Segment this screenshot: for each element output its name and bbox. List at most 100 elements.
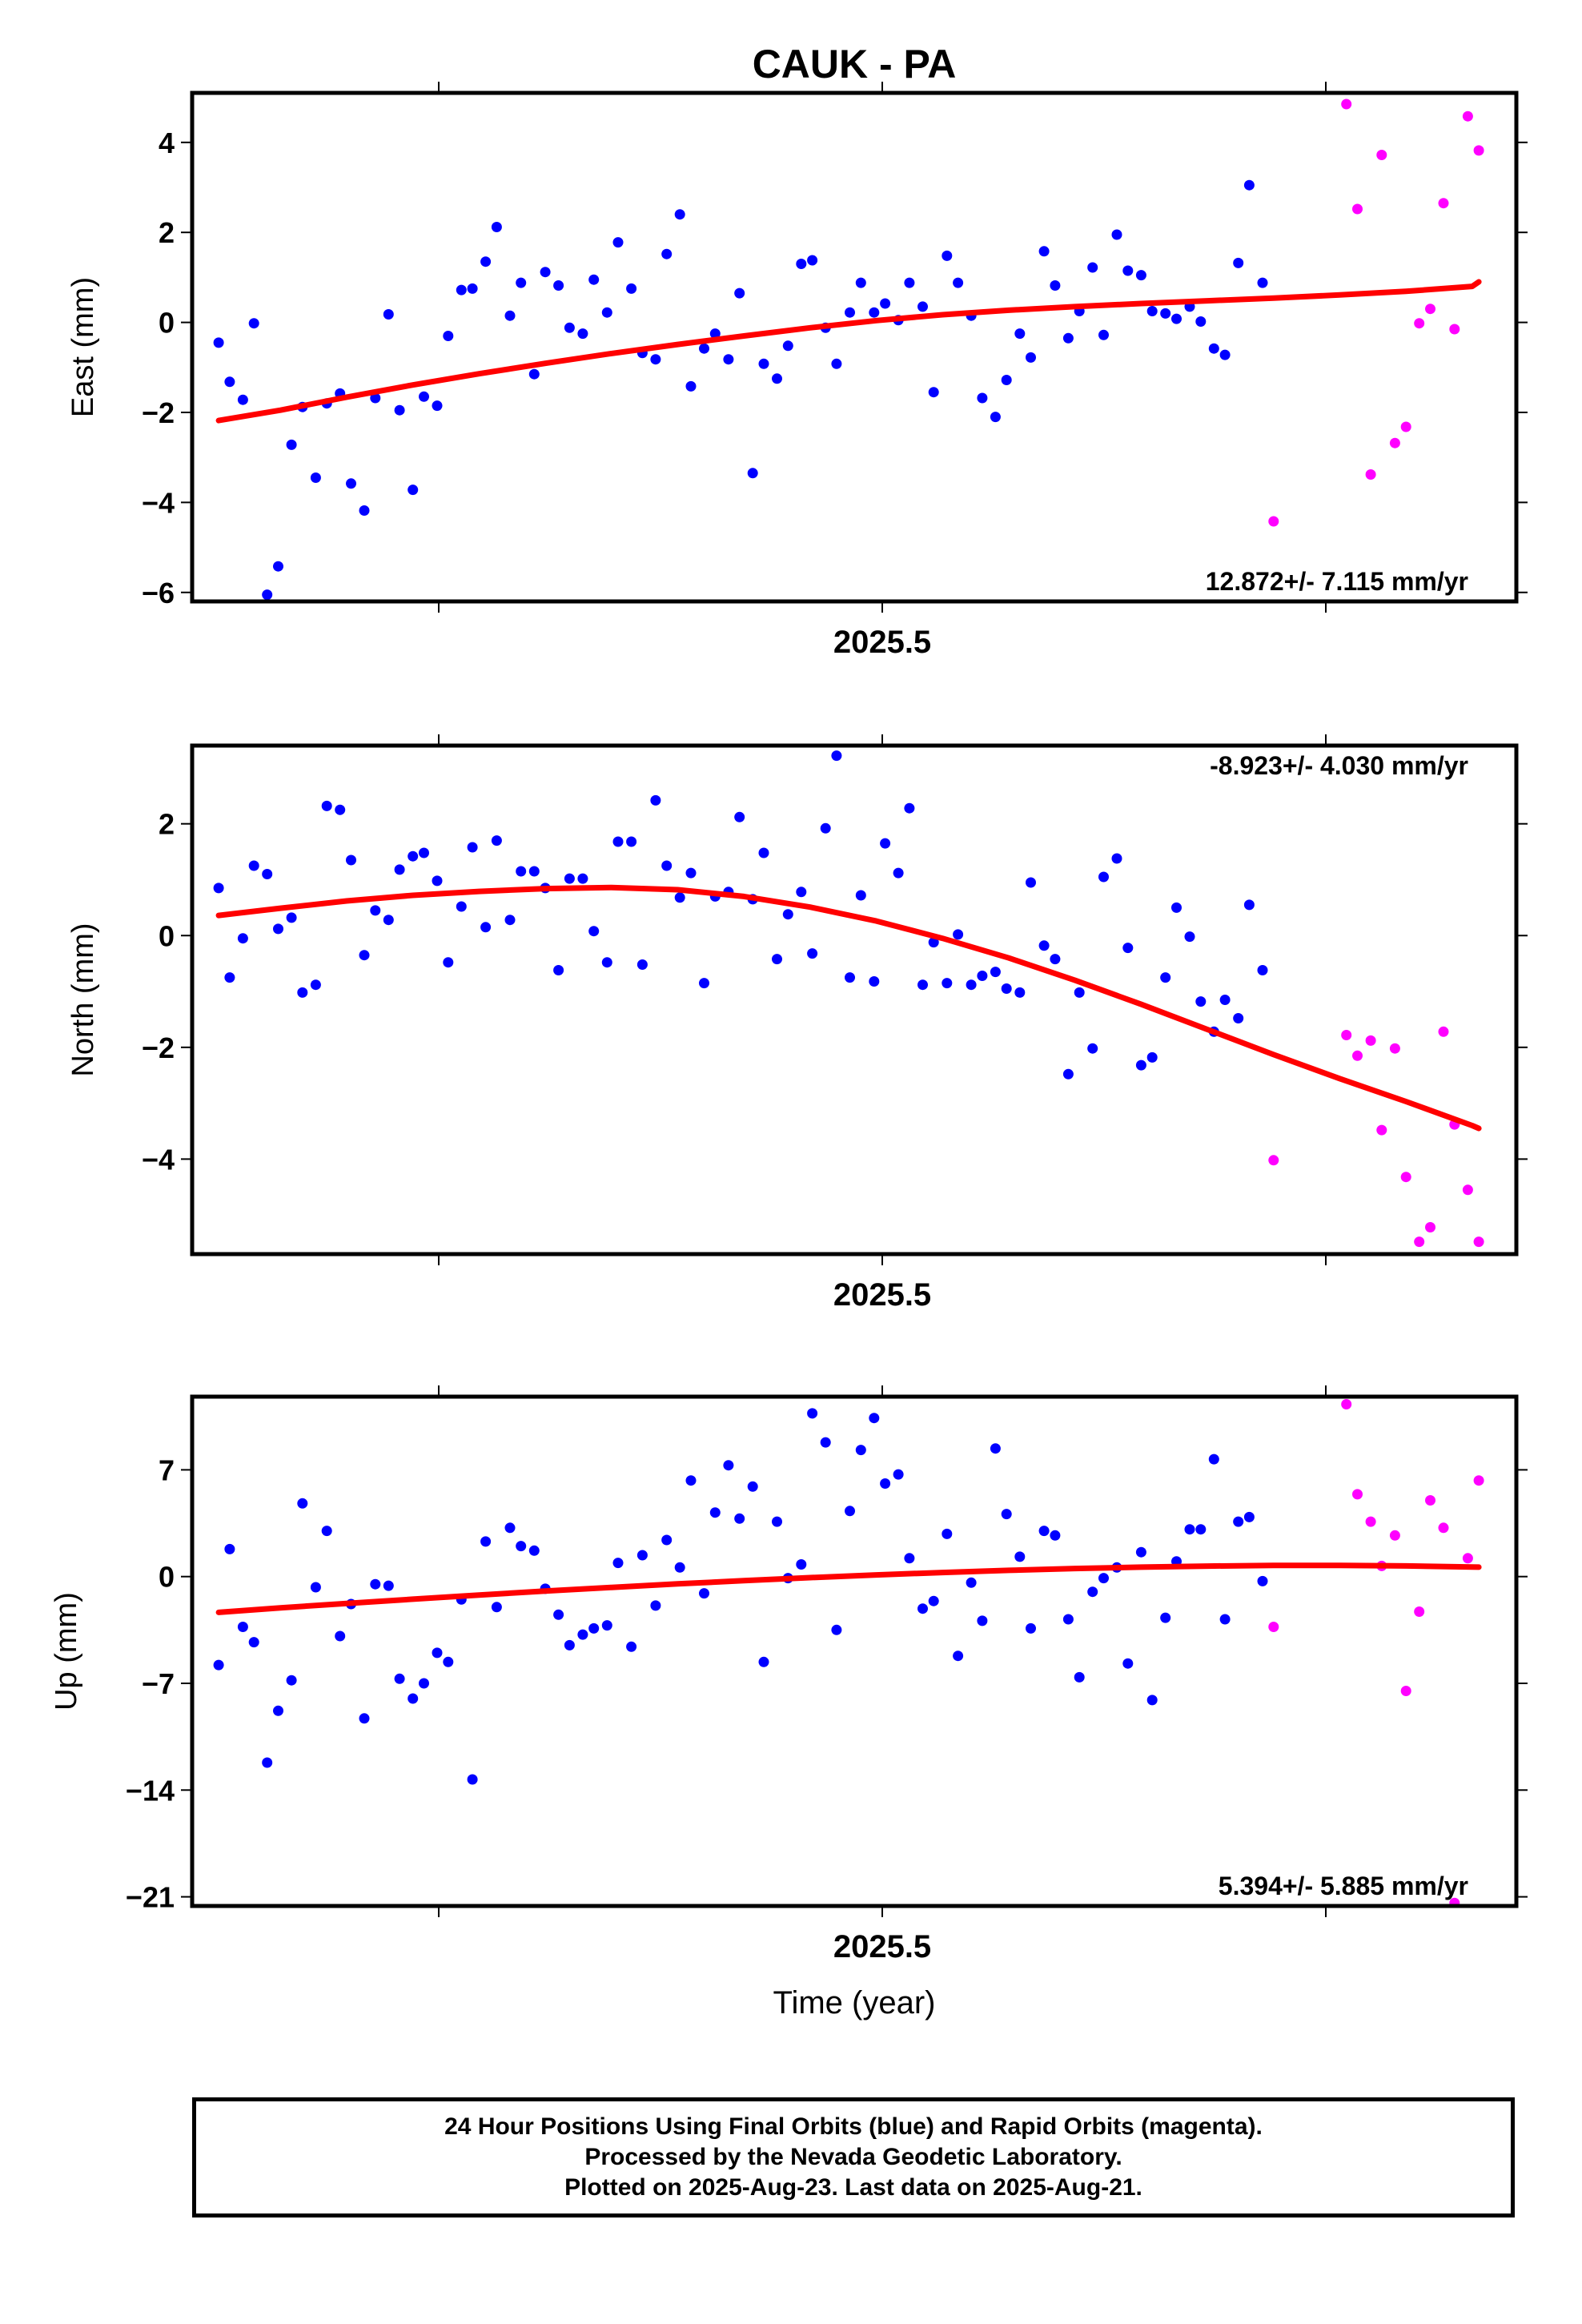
up-final-point — [612, 1558, 624, 1569]
north-final-point — [553, 965, 564, 975]
north-final-point — [1160, 972, 1171, 983]
up-rapid-point — [1341, 1399, 1352, 1409]
east-final-point — [855, 277, 866, 288]
north-rate-label: -8.923+/- 4.030 mm/yr — [1210, 751, 1468, 780]
north-rapid-point — [1462, 1184, 1473, 1196]
north-final-point — [917, 979, 928, 991]
up-final-point — [262, 1757, 273, 1768]
east-final-point — [1038, 246, 1050, 257]
up-final-point — [869, 1413, 880, 1424]
up-ytick-label: −7 — [142, 1667, 175, 1700]
up-final-point — [1135, 1546, 1146, 1558]
east-rapid-point — [1365, 469, 1376, 480]
east-ytick-label: 2 — [159, 216, 175, 249]
north-final-point — [1062, 1068, 1074, 1080]
north-final-point — [990, 967, 1001, 978]
east-final-point — [977, 392, 988, 404]
east-final-point — [845, 307, 855, 318]
north-final-point — [213, 883, 224, 894]
up-final-point — [321, 1526, 332, 1537]
east-final-point — [370, 392, 381, 404]
east-final-point — [734, 287, 745, 299]
east-ytick-label: −2 — [142, 396, 175, 429]
east-final-point — [1233, 257, 1244, 268]
up-final-point — [1098, 1573, 1109, 1584]
north-rapid-point — [1438, 1026, 1449, 1037]
east-final-point — [685, 380, 697, 392]
up-ytick-label: −21 — [126, 1881, 175, 1914]
north-final-point — [1014, 987, 1026, 998]
east-final-point — [917, 301, 928, 312]
north-final-point — [359, 950, 370, 961]
up-final-point — [674, 1562, 685, 1573]
up-final-point — [1026, 1622, 1036, 1634]
up-rate-label: 5.394+/- 5.885 mm/yr — [1219, 1872, 1468, 1900]
east-final-point — [709, 328, 721, 340]
up-points — [213, 1399, 1484, 1906]
caption-box: 24 Hour Positions Using Final Orbits (bl… — [192, 2097, 1515, 2217]
north-final-point — [904, 802, 915, 814]
up-final-point — [577, 1629, 588, 1640]
caption-line-3: Plotted on 2025-Aug-23. Last data on 202… — [564, 2174, 1142, 2201]
up-final-point — [224, 1543, 235, 1554]
up-final-point — [820, 1437, 831, 1448]
north-final-point — [1243, 899, 1255, 911]
up-final-point — [904, 1553, 915, 1564]
up-final-point — [310, 1582, 321, 1593]
up-final-point — [419, 1678, 429, 1689]
up-final-point — [286, 1675, 297, 1686]
up-final-point — [1038, 1526, 1050, 1537]
up-final-point — [273, 1705, 283, 1716]
east-final-point — [723, 354, 734, 365]
north-final-point — [1233, 1013, 1244, 1023]
up-final-point — [1001, 1509, 1012, 1520]
up-final-point — [953, 1651, 964, 1662]
up-ytick-label: −14 — [126, 1774, 175, 1807]
east-final-point — [588, 274, 600, 285]
up-final-point — [528, 1545, 540, 1556]
east-rapid-point — [1438, 198, 1449, 209]
up-rapid-point — [1268, 1622, 1279, 1632]
north-final-point — [1171, 902, 1182, 913]
north-final-point — [782, 909, 793, 920]
east-final-point — [516, 277, 527, 288]
north-final-point — [966, 979, 977, 991]
east-final-point — [504, 310, 516, 321]
up-final-point — [709, 1507, 721, 1518]
north-final-point — [1001, 983, 1012, 994]
north-final-point — [1257, 965, 1268, 975]
up-final-point — [1074, 1671, 1085, 1683]
east-final-point — [467, 283, 478, 294]
east-rapid-point — [1268, 516, 1279, 527]
north-rapid-point — [1425, 1222, 1435, 1232]
east-final-point — [310, 472, 321, 483]
north-final-point — [1135, 1059, 1146, 1071]
north-final-point — [1184, 931, 1195, 943]
north-final-point — [1146, 1051, 1158, 1063]
north-final-point — [772, 954, 782, 965]
east-trend-line — [215, 279, 1482, 424]
north-rapid-point — [1268, 1155, 1279, 1166]
up-final-point — [855, 1445, 866, 1456]
north-final-point — [1074, 987, 1085, 998]
east-rapid-point — [1376, 150, 1387, 160]
north-final-point — [286, 912, 297, 923]
north-final-point — [734, 811, 745, 822]
up-final-point — [491, 1602, 502, 1613]
north-ytick-label: −4 — [142, 1143, 175, 1176]
north-final-point — [335, 804, 346, 815]
east-final-point — [480, 256, 492, 267]
up-final-point — [1050, 1530, 1061, 1541]
north-final-point — [953, 929, 964, 940]
north-final-point — [564, 873, 575, 884]
caption-line-2: Processed by the Nevada Geodetic Laborat… — [584, 2144, 1122, 2170]
north-points — [213, 750, 1484, 1248]
north-rapid-point — [1365, 1035, 1376, 1046]
north-final-point — [432, 875, 443, 887]
north-final-point — [977, 971, 988, 981]
north-final-point — [942, 978, 953, 989]
north-final-point — [394, 864, 405, 875]
north-final-point — [831, 750, 842, 762]
up-final-point — [942, 1528, 953, 1539]
north-ytick-label: −2 — [142, 1031, 175, 1064]
